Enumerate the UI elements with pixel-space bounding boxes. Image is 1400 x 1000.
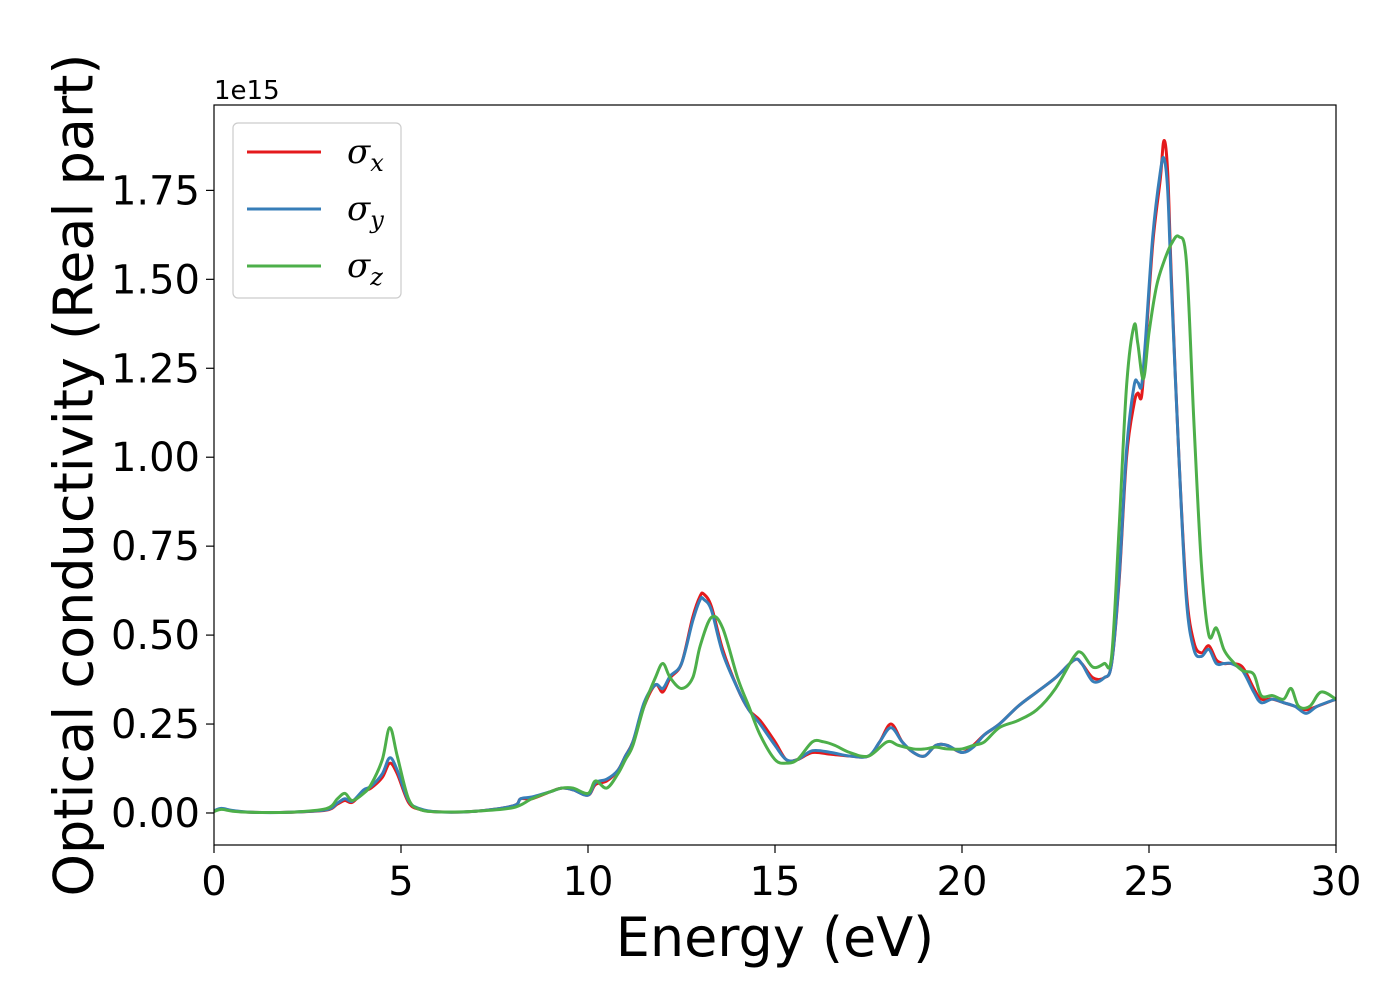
legend: σx σy σz	[232, 122, 402, 299]
x-tick-label: 10	[563, 859, 614, 905]
x-axis-title: Energy (eV)	[616, 906, 935, 969]
y-axis: 0.00 0.25 0.50 0.75 1.00 1.25 1.50 1.75	[111, 168, 214, 837]
y-tick-label: 1.50	[111, 257, 200, 303]
x-tick-label: 25	[1124, 859, 1175, 905]
legend-label-y: σy	[347, 189, 384, 234]
x-tick-label: 15	[750, 859, 801, 905]
x-tick-label: 0	[201, 859, 226, 905]
y-tick-label: 1.00	[111, 435, 200, 481]
y-tick-label: 0.50	[111, 613, 200, 659]
x-axis: 0 5 10 15 20 25 30	[201, 845, 1361, 905]
y-tick-label: 1.75	[111, 168, 200, 214]
y-tick-label: 0.75	[111, 524, 200, 570]
legend-label-z: σz	[347, 246, 383, 291]
y-offset-label: 1e15	[214, 76, 280, 106]
y-axis-title: Optical conductivity (Real part)	[43, 54, 106, 897]
x-tick-label: 20	[937, 859, 988, 905]
y-tick-label: 0.00	[111, 791, 200, 837]
x-tick-label: 30	[1311, 859, 1362, 905]
x-tick-label: 5	[388, 859, 413, 905]
series-line-z	[214, 234, 1336, 815]
legend-label-x: σx	[347, 132, 384, 177]
y-tick-label: 1.25	[111, 346, 200, 392]
y-tick-label: 0.25	[111, 702, 200, 748]
series-layer	[214, 139, 1336, 815]
